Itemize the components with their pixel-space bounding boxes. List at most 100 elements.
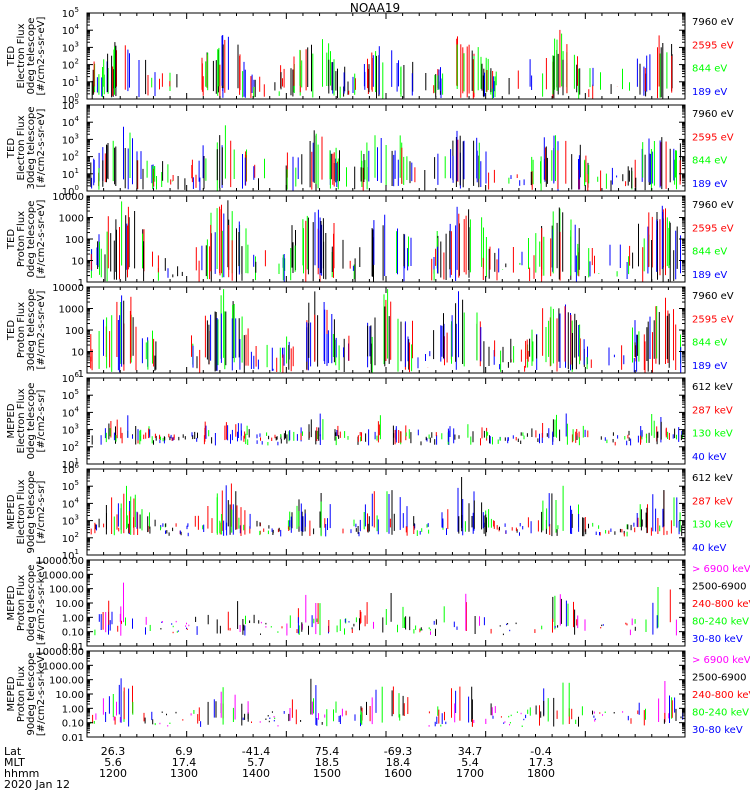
legend-entry: 189 eV <box>692 361 727 372</box>
lat-value: -41.4 <box>241 745 271 758</box>
legend-entry: 40 keV <box>692 543 726 554</box>
y-tick-label: 100 <box>65 235 84 246</box>
panel-4: 1 10 100 1000 10000 TED Proton Flux 30deg teles… <box>6 283 734 380</box>
y-axis-label: [#/cm2-s-sr-eV] <box>36 108 47 187</box>
y-tick-label: 0.10 <box>62 628 84 639</box>
legend-entry: 2500-6900 <box>692 673 747 684</box>
y-axis-label: TED <box>6 138 17 159</box>
y-axis-label: MEPED <box>6 676 17 711</box>
y-axis-label: 30deg telescope <box>26 288 37 371</box>
legend-entry: 240-800 keV <box>692 599 750 610</box>
legend-entry: 130 keV <box>692 429 733 440</box>
y-axis-label: MEPED <box>6 585 17 620</box>
y-tick-label: 101 <box>62 75 79 89</box>
y-tick-label: 10 <box>71 348 84 359</box>
y-axis-label: Proton Flux <box>16 666 27 722</box>
legend-entry: 2595 eV <box>692 223 734 234</box>
y-axis-label: TED <box>6 229 17 250</box>
y-axis-label: [#/cm2-s-sr] <box>36 480 47 543</box>
legend-entry: 80-240 keV <box>692 617 749 628</box>
panel-frame <box>86 377 686 465</box>
y-tick-label: 103 <box>62 423 79 437</box>
legend-entry: 2595 eV <box>692 314 734 325</box>
y-tick-label: 100.00 <box>49 676 84 687</box>
y-tick-label: 10.00 <box>55 599 84 610</box>
y-tick-label: 10000 <box>52 283 84 294</box>
y-tick-label: 0.01 <box>62 733 84 744</box>
legend-entry: 844 eV <box>692 338 727 349</box>
y-tick-label: 105 <box>62 388 79 402</box>
y-tick-label: 102 <box>62 150 79 164</box>
y-axis-label: Proton Flux <box>16 575 27 631</box>
legend-entry: 30-80 keV <box>692 634 743 645</box>
lat-value: 26.3 <box>100 745 126 758</box>
y-tick-label: 0.10 <box>62 719 84 730</box>
legend-entry: 7960 eV <box>692 109 734 120</box>
y-tick-label: 10 <box>71 257 84 268</box>
y-tick-label: 104 <box>62 23 80 37</box>
y-tick-label: 102 <box>62 531 79 545</box>
mlt-value: 18.5 <box>314 756 340 769</box>
y-tick-label: 1.00 <box>62 704 84 715</box>
panel-8: 0.01 0.10 1.00 10.00 100.00 1000.00 10000.00 ME… <box>6 647 750 744</box>
panel-traces <box>90 477 683 537</box>
legend-entry: 189 eV <box>692 179 727 190</box>
legend-entry: 844 eV <box>692 156 727 167</box>
mlt-value: 5.7 <box>247 756 265 769</box>
lat-value: -69.3 <box>383 745 413 758</box>
hhmm-value: 1200 <box>99 767 127 780</box>
y-tick-label: 1000.00 <box>43 661 84 672</box>
footer-date: 2020 Jan 12 <box>4 778 70 791</box>
y-tick-label: 10000.00 <box>36 647 84 658</box>
y-tick-label: 105 <box>62 98 79 112</box>
y-axis-label: 0deg telescope <box>26 383 37 460</box>
y-tick-label: 101 <box>62 167 79 181</box>
footer-row-label: MLT <box>4 756 25 769</box>
y-tick-label: 1 <box>78 278 84 289</box>
y-tick-label: 102 <box>62 58 79 72</box>
legend-entry: 612 keV <box>692 382 733 393</box>
y-axis-label: MEPED <box>6 494 17 529</box>
y-tick-label: 1000 <box>59 305 84 316</box>
footer-row-label: Lat <box>4 745 22 758</box>
legend-entry: 240-800 keV <box>692 690 750 701</box>
legend-entry: 2595 eV <box>692 132 734 143</box>
y-axis-label: TED <box>6 46 17 67</box>
y-tick-label: 1000.00 <box>43 570 84 581</box>
y-axis-label: 90deg telescope <box>26 470 37 553</box>
y-axis-label: Electron Flux <box>16 115 27 180</box>
panel-3: 1 10 100 1000 10000 TED Proton Flux 0deg telesc… <box>6 192 734 289</box>
y-axis-label: 0deg telescope <box>26 565 37 642</box>
hhmm-value: 1500 <box>313 767 341 780</box>
y-axis-label: [#/cm2-s-sr] <box>36 389 47 452</box>
y-tick-label: 100.00 <box>49 585 84 596</box>
panel-traces <box>90 289 682 373</box>
panel-traces <box>91 413 684 446</box>
legend-entry: > 6900 keV <box>692 564 750 575</box>
panel-traces <box>90 125 681 191</box>
mlt-value: 17.4 <box>171 756 197 769</box>
y-axis-label: Electron Flux <box>16 23 27 88</box>
y-tick-label: 104 <box>62 496 80 510</box>
y-axis-label: Electron Flux <box>16 479 27 544</box>
y-tick-label: 103 <box>62 514 79 528</box>
hhmm-value: 1400 <box>242 767 270 780</box>
lat-value: -0.4 <box>530 745 552 758</box>
y-tick-label: 104 <box>62 115 80 129</box>
panel-7: 0.01 0.10 1.00 10.00 100.00 1000.00 10000.00 ME… <box>6 556 750 653</box>
y-tick-label: 0.01 <box>62 642 84 653</box>
legend-entry: 844 eV <box>692 247 727 258</box>
panel-traces <box>90 678 684 727</box>
y-tick-label: 100 <box>65 326 84 337</box>
y-tick-label: 104 <box>62 405 80 419</box>
y-axis-label: 90deg telescope <box>26 652 37 735</box>
panel-frame <box>86 468 686 556</box>
legend-entry: 7960 eV <box>692 291 734 302</box>
legend-entry: 30-80 keV <box>692 725 743 736</box>
hhmm-value: 1800 <box>527 767 555 780</box>
footer-row-label: hhmm <box>4 767 40 780</box>
y-tick-label: 1.00 <box>62 613 84 624</box>
